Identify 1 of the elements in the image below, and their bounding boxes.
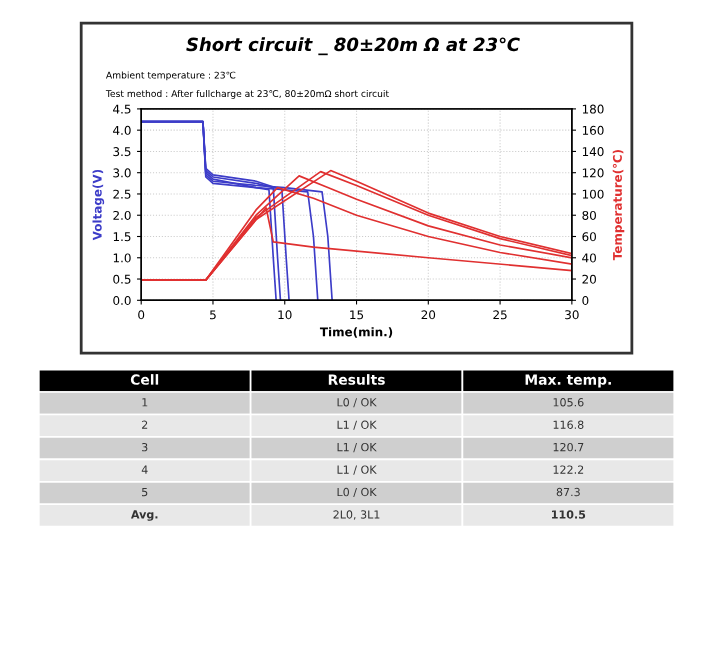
chart-title: Short circuit _ 80±20m Ω at 23℃ <box>186 37 520 56</box>
